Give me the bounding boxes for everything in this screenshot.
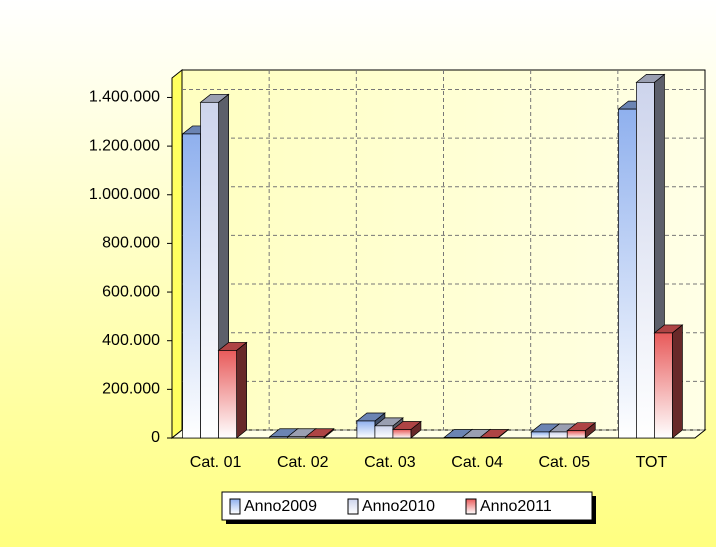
legend-swatch	[465, 498, 477, 515]
bar-front	[443, 437, 463, 439]
bar	[566, 421, 597, 439]
x-tick-label: Cat. 01	[190, 454, 242, 471]
y-tick-label: 1.000.000	[89, 186, 160, 203]
bar-front	[530, 431, 550, 439]
legend-swatch	[229, 498, 241, 515]
bar-front	[548, 431, 568, 439]
bar	[479, 428, 510, 439]
bar-front	[566, 430, 586, 439]
y-tick-label: 1.200.000	[89, 137, 160, 154]
bar-front	[200, 101, 219, 439]
x-tick-label: Cat. 04	[451, 454, 503, 471]
bar-front	[374, 425, 394, 439]
bar-front	[654, 332, 673, 439]
bar-front	[461, 437, 481, 439]
bar	[391, 420, 422, 439]
legend	[221, 491, 593, 521]
x-tick-label: Cat. 02	[277, 454, 329, 471]
legend-swatch	[347, 498, 359, 515]
x-tick-label: Cat. 05	[538, 454, 590, 471]
bar-front	[218, 350, 237, 439]
bar-front	[392, 429, 412, 439]
bar-front	[182, 133, 201, 439]
bar	[304, 428, 335, 439]
bar-side	[672, 324, 683, 439]
bar-side	[236, 341, 247, 439]
legend-label: Anno2009	[244, 498, 317, 515]
bar-front	[287, 436, 307, 439]
bar-front	[618, 108, 637, 439]
bar-front	[479, 437, 499, 439]
bar	[653, 324, 684, 439]
y-tick-label: 0	[151, 429, 160, 446]
legend-label: Anno2011	[480, 498, 552, 515]
y-tick-label: 400.000	[102, 332, 160, 349]
bar-front	[305, 436, 325, 439]
y-tick-label: 600.000	[102, 283, 160, 300]
bar-front	[356, 420, 376, 439]
x-tick-label: TOT	[636, 454, 668, 471]
x-tick-label: Cat. 03	[364, 454, 416, 471]
y-tick-label: 1.400.000	[89, 89, 160, 106]
bar-front	[269, 436, 289, 439]
y-tick-label: 800.000	[102, 235, 160, 252]
y-tick-label: 200.000	[102, 381, 160, 398]
bar	[217, 341, 248, 439]
side-wall	[171, 68, 183, 440]
legend-label: Anno2010	[362, 498, 435, 515]
bar-front	[636, 82, 655, 439]
